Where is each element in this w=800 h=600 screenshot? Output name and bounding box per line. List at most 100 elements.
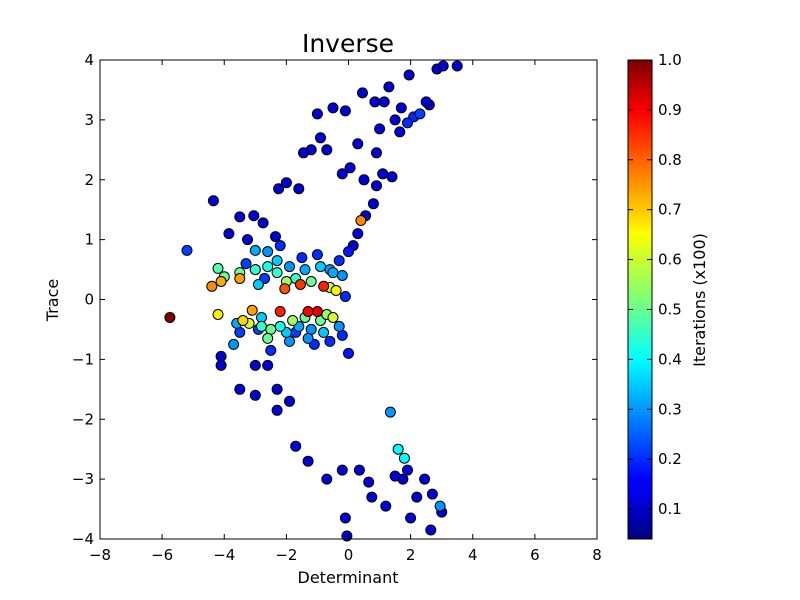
colorbar-tick-label: 0.2: [658, 450, 682, 468]
scatter-point: [377, 168, 389, 180]
scatter-point: [336, 464, 348, 476]
scatter-point: [437, 60, 449, 72]
scatter-point: [271, 404, 283, 416]
scatter-point: [249, 389, 261, 401]
scatter-point: [302, 455, 314, 467]
scatter-point: [234, 326, 246, 338]
x-tick-label: 2: [406, 546, 416, 564]
scatter-point: [343, 246, 354, 258]
scatter-point: [369, 96, 381, 108]
scatter-point: [333, 255, 345, 267]
scatter-point: [248, 210, 260, 222]
scatter-point: [311, 108, 323, 120]
scatter-point: [215, 359, 227, 371]
scatter-point: [324, 335, 336, 347]
scatter-point: [389, 114, 401, 126]
scatter-point: [339, 512, 351, 524]
scatter-point: [371, 180, 382, 192]
scatter-point: [206, 280, 218, 292]
scatter-point: [302, 332, 314, 344]
scatter-point: [284, 395, 295, 407]
scatter-point: [273, 183, 285, 195]
scatter-point: [318, 280, 330, 292]
x-tick-label: −8: [89, 546, 111, 564]
scatter-point: [284, 335, 295, 347]
scatter-point: [339, 105, 351, 117]
scatter-point: [402, 464, 413, 476]
scatter-point: [257, 217, 269, 229]
scatter-point: [249, 359, 261, 371]
scatter-point: [330, 285, 342, 296]
scatter-point: [392, 443, 404, 455]
x-tick-label: 4: [468, 546, 478, 564]
x-tick-label: −6: [151, 546, 173, 564]
scatter-point: [344, 162, 356, 174]
scatter-point: [327, 312, 339, 323]
scatter-point: [327, 102, 339, 114]
colorbar-tick-label: 0.7: [658, 201, 682, 219]
colorbar-tick-label: 0.6: [658, 251, 682, 269]
scatter-point: [274, 320, 286, 332]
scatter-point: [352, 228, 364, 240]
y-tick-label: −4: [72, 530, 94, 548]
scatter-point: [343, 347, 354, 359]
x-tick-label: 8: [592, 546, 602, 564]
scatter-point: [367, 198, 379, 210]
colorbar-tick-label: 0.1: [658, 500, 682, 518]
x-tick-label: 0: [344, 546, 354, 564]
scatter-point: [426, 488, 438, 500]
scatter-point: [298, 147, 309, 159]
y-tick-label: 3: [84, 111, 94, 129]
scatter-point: [336, 168, 348, 180]
x-tick-label: −2: [275, 546, 297, 564]
scatter-point: [164, 312, 176, 323]
scatter-point: [305, 276, 317, 287]
y-tick-label: 0: [84, 291, 94, 309]
scatter-point: [287, 315, 299, 326]
scatter-point: [336, 270, 348, 281]
scatter-point: [234, 383, 246, 395]
scatter-point: [434, 500, 446, 512]
scatter-point: [414, 108, 426, 120]
scatter-point: [374, 123, 386, 135]
scatter-point: [305, 323, 317, 335]
scatter-point: [386, 171, 398, 183]
scatter-point: [181, 244, 193, 256]
scatter-point: [234, 273, 246, 284]
scatter-point: [274, 240, 286, 252]
scatter-point: [280, 177, 292, 189]
scatter-point: [265, 344, 277, 356]
scatter-point: [389, 470, 401, 482]
scatter-point: [207, 195, 219, 207]
scatter-point: [384, 406, 396, 418]
scatter-point: [380, 500, 392, 512]
colorbar-tick-label: 0.5: [658, 300, 682, 318]
scatter-point: [215, 276, 227, 287]
scatter-point: [228, 338, 240, 350]
chart-title: Inverse: [302, 29, 394, 58]
scatter-point: [284, 261, 295, 273]
scatter-point: [311, 249, 323, 261]
scatter-point: [327, 267, 339, 279]
y-tick-label: −3: [72, 470, 94, 488]
colorbar: [627, 59, 653, 540]
y-tick-label: 1: [84, 231, 94, 249]
scatter-point: [394, 126, 406, 138]
scatter-point: [234, 211, 246, 223]
y-axis-label: Trace: [43, 279, 62, 322]
scatter-point: [212, 309, 224, 320]
scatter-point: [271, 255, 283, 267]
scatter-points: [164, 60, 463, 542]
x-tick-label: −4: [213, 546, 235, 564]
scatter-point: [339, 291, 351, 302]
colorbar-ticks: 0.1 0.2 0.3 0.4 0.5 0.6 0.7 0.8 0.9 1.0: [628, 51, 682, 518]
y-tick-label: −2: [72, 410, 94, 428]
scatter-point: [271, 383, 283, 395]
scatter-point: [355, 215, 367, 226]
colorbar-tick-label: 1.0: [658, 51, 682, 69]
scatter-point: [299, 264, 311, 276]
scatter-point: [290, 440, 302, 452]
scatter-point: [293, 183, 305, 195]
colorbar-label: Iterations (x100): [690, 233, 709, 367]
